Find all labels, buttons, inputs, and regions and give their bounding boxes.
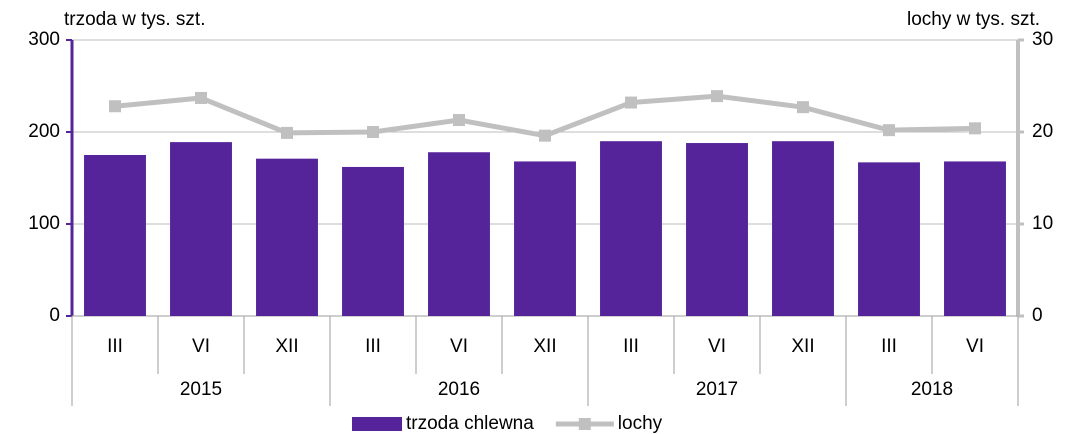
legend-swatch [352, 417, 402, 431]
line-marker [109, 100, 121, 113]
x-tick-label: III [623, 336, 639, 357]
line-marker [453, 114, 465, 127]
line-marker [711, 90, 723, 103]
x-group-label: 2017 [696, 379, 738, 400]
line-marker [797, 101, 809, 114]
line-marker [195, 91, 207, 104]
y2-tick-label: 0 [1032, 305, 1043, 326]
y-tick-label: 200 [28, 121, 60, 142]
x-group-label: 2015 [180, 379, 222, 400]
line-marker [969, 122, 981, 135]
y2-tick-label: 30 [1032, 29, 1053, 50]
y-axis-label: trzoda w tys. szt. [64, 9, 205, 30]
x-tick-label: III [365, 336, 381, 357]
y-tick-label: 0 [49, 305, 60, 326]
bar [84, 155, 146, 316]
line-marker [281, 126, 293, 139]
line-marker [539, 129, 551, 142]
bar [944, 161, 1006, 316]
x-tick-label: VI [450, 336, 468, 357]
y-tick-label: 100 [28, 213, 60, 234]
line-marker [883, 124, 895, 137]
bar [772, 141, 834, 316]
x-tick-label: III [881, 336, 897, 357]
y2-axis-label: lochy w tys. szt. [907, 9, 1040, 30]
x-group-label: 2016 [438, 379, 480, 400]
x-tick-label: III [107, 336, 123, 357]
x-tick-label: XII [275, 336, 298, 357]
bar [858, 162, 920, 316]
bar [514, 161, 576, 316]
bar [428, 152, 490, 316]
bar [600, 141, 662, 316]
x-tick-label: XII [791, 336, 814, 357]
bar [342, 166, 404, 316]
legend-label: trzoda chlewna [406, 413, 534, 434]
bar [686, 143, 748, 316]
bar [170, 142, 232, 316]
x-group-label: 2018 [911, 379, 953, 400]
y-tick-label: 300 [28, 29, 60, 50]
line-marker [625, 96, 637, 109]
y2-tick-label: 10 [1032, 213, 1053, 234]
x-tick-label: XII [533, 336, 556, 357]
x-tick-label: VI [708, 336, 726, 357]
legend-label: lochy [618, 413, 663, 434]
y2-tick-label: 20 [1032, 121, 1053, 142]
legend-marker [578, 418, 591, 430]
line-marker [367, 126, 379, 138]
bar [256, 158, 318, 316]
x-tick-label: VI [966, 336, 984, 357]
x-tick-label: VI [192, 336, 210, 357]
